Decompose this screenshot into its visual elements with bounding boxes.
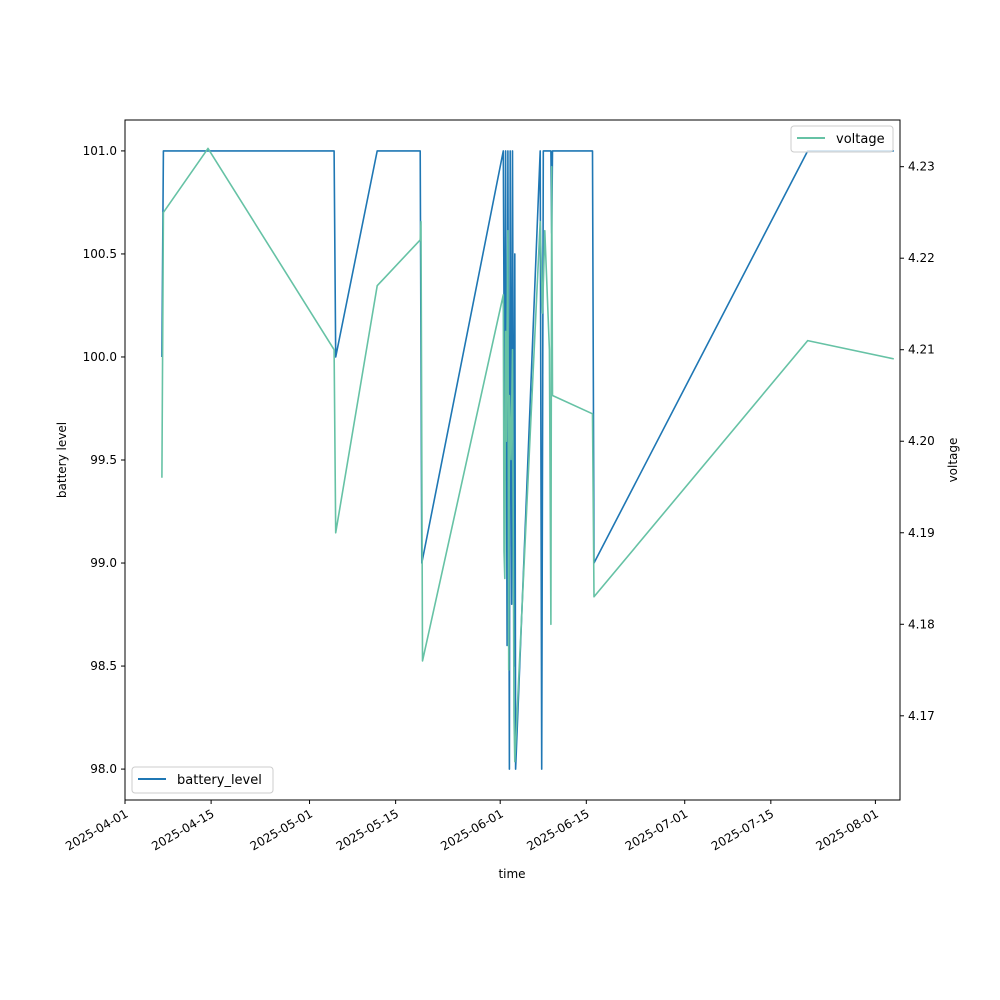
x-tick-label: 2025-07-01 [623, 806, 690, 853]
left-axis-ticks: 98.0 98.5 99.0 99.5 100.0 100.5 101.0 [83, 144, 125, 776]
y-tick-label: 100.0 [83, 350, 117, 364]
y-tick-label: 99.5 [90, 453, 117, 467]
legend-battery-box [131, 766, 274, 794]
legend-voltage-box [790, 125, 894, 153]
y2-tick-label: 4.21 [908, 343, 935, 357]
y-axis-label: battery level [55, 422, 69, 498]
x-tick-label: 2025-04-01 [63, 806, 130, 853]
x-tick-label: 2025-04-15 [149, 806, 216, 853]
y2-tick-label: 4.17 [908, 709, 935, 723]
y2-tick-label: 4.22 [908, 251, 935, 265]
x-tick-label: 2025-08-01 [813, 806, 880, 853]
y2-tick-label: 4.18 [908, 617, 935, 631]
right-axis-ticks: 4.17 4.18 4.19 4.20 4.21 4.22 4.23 [900, 160, 935, 723]
series-line-battery-level [161, 150, 894, 770]
y2-tick-label: 4.19 [908, 526, 935, 540]
x-tick-label: 2025-05-15 [334, 806, 401, 853]
x-axis-label: time [498, 867, 525, 881]
y2-tick-label: 4.23 [908, 160, 935, 174]
y2-axis-label: voltage [946, 438, 960, 483]
series-line-voltage [161, 147, 894, 763]
y-tick-label: 99.0 [90, 556, 117, 570]
x-tick-label: 2025-06-01 [438, 806, 505, 853]
y-tick-label: 101.0 [83, 144, 117, 158]
x-tick-label: 2025-05-01 [248, 806, 315, 853]
y-tick-label: 98.0 [90, 762, 117, 776]
legend-voltage-label: voltage [836, 132, 885, 147]
y-tick-label: 98.5 [90, 659, 117, 673]
legend-battery-label: battery_level [177, 773, 262, 788]
y2-tick-label: 4.20 [908, 434, 935, 448]
series-layer [161, 147, 894, 770]
y-tick-label: 100.5 [83, 247, 117, 261]
x-tick-label: 2025-06-15 [524, 806, 591, 853]
legend-battery: battery_level [131, 766, 274, 794]
legend-voltage: voltage [790, 125, 894, 153]
x-tick-label: 2025-07-15 [709, 806, 776, 853]
bottom-axis-ticks: 2025-04-01 2025-04-15 2025-05-01 2025-05-15… [63, 800, 881, 853]
